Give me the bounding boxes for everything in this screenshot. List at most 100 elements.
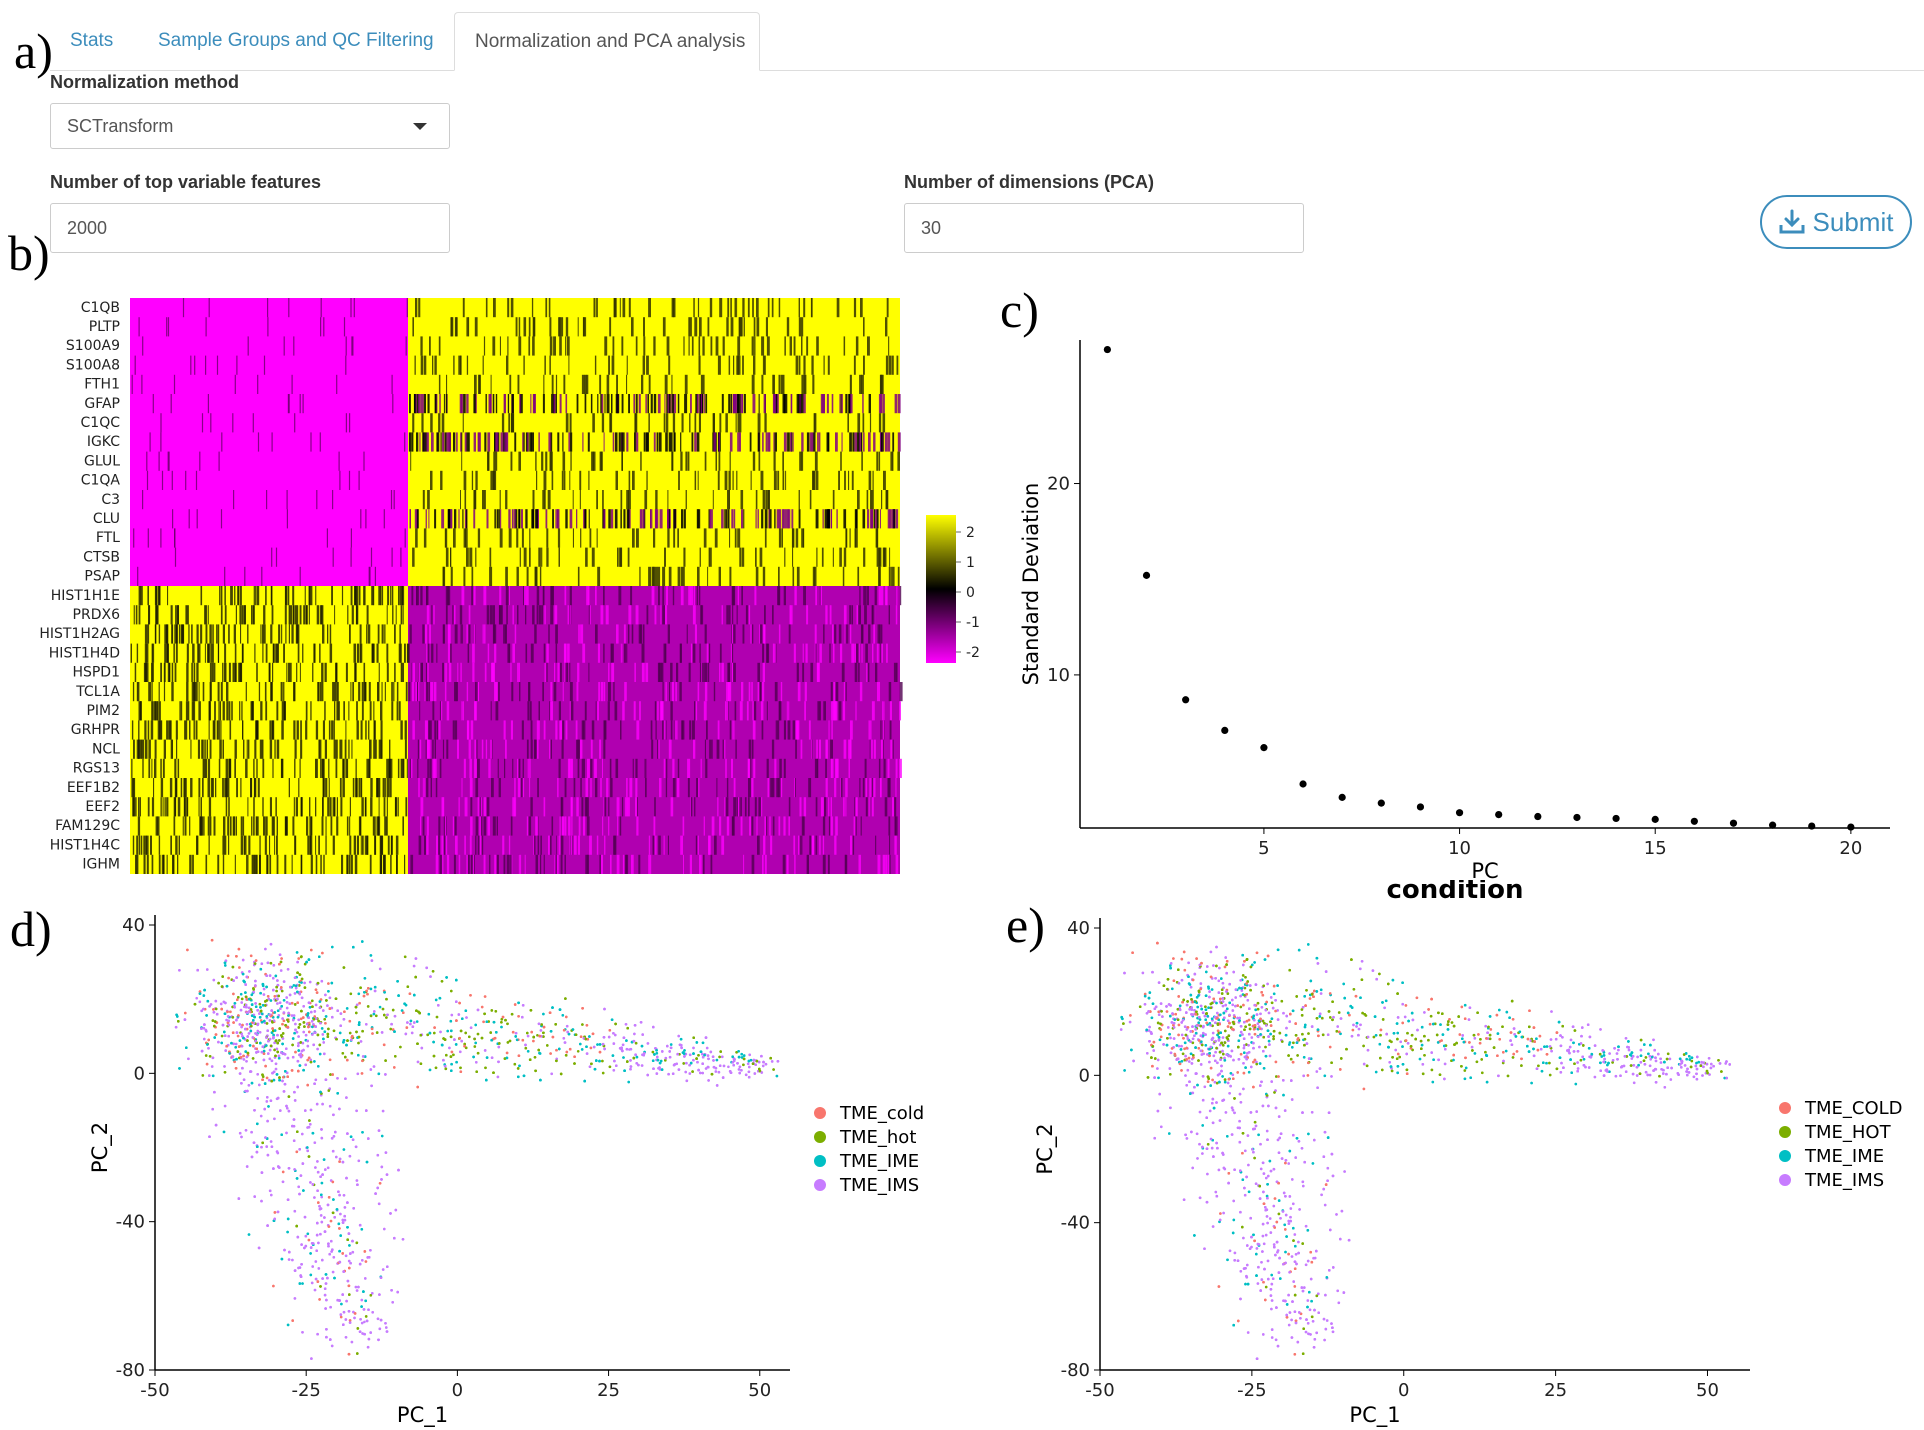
heatmap-stripe	[224, 662, 227, 682]
heatmap-stripe	[788, 624, 791, 644]
heatmap-stripe	[185, 470, 187, 490]
heatmap-stripe	[854, 528, 857, 548]
heatmap-stripe	[600, 778, 602, 798]
heatmap-stripe	[364, 586, 366, 606]
heatmap-stripe	[681, 413, 684, 433]
heatmap-stripe	[529, 778, 531, 798]
heatmap-stripe	[467, 643, 470, 663]
heatmap-stripe	[426, 739, 430, 759]
heatmap-stripe	[321, 605, 324, 625]
heatmap-stripe	[167, 586, 169, 606]
heatmap-stripe	[489, 547, 492, 567]
tab-normalization-pca[interactable]: Normalization and PCA analysis	[454, 12, 760, 71]
heatmap-stripe	[894, 816, 896, 836]
heatmap-stripe	[613, 298, 617, 318]
heatmap-stripe	[419, 701, 421, 721]
heatmap-stripe	[768, 509, 772, 529]
heatmap-stripe	[402, 586, 405, 606]
heatmap-stripe	[768, 432, 770, 452]
tab-sample-groups[interactable]: Sample Groups and QC Filtering	[158, 30, 434, 51]
heatmap-stripe	[453, 355, 455, 375]
heatmap-stripe	[182, 816, 184, 836]
heatmap-stripe	[803, 298, 806, 318]
heatmap-stripe	[518, 758, 521, 778]
heatmap-stripe	[422, 778, 426, 798]
heatmap-stripe	[309, 797, 311, 817]
heatmap-stripe	[839, 547, 842, 567]
heatmap-stripe	[510, 451, 513, 471]
heatmap-stripe	[470, 720, 474, 740]
heatmap-stripe	[605, 605, 609, 625]
heatmap-stripe	[815, 470, 819, 490]
heatmap-stripe	[288, 298, 290, 318]
heatmap-stripe	[530, 720, 533, 740]
heatmap-stripe	[201, 413, 204, 433]
heatmap-stripe	[536, 470, 538, 490]
heatmap-stripe	[454, 509, 457, 529]
heatmap-stripe	[468, 605, 471, 625]
heatmap-stripe	[684, 374, 688, 394]
heatmap-stripe	[888, 816, 891, 836]
heatmap-stripe	[634, 413, 637, 433]
heatmap-stripe	[239, 605, 242, 625]
heatmap-stripe	[823, 624, 825, 644]
heatmap-stripe	[796, 566, 800, 586]
heatmap-stripe	[635, 778, 638, 798]
heatmap-stripe	[264, 682, 267, 702]
normalization-method-select[interactable]: SCTransform	[50, 103, 450, 149]
heatmap-stripe	[368, 682, 371, 702]
heatmap-stripe	[698, 355, 701, 375]
heatmap-stripe	[830, 816, 833, 836]
heatmap-stripe	[505, 566, 508, 586]
heatmap-stripe	[253, 816, 255, 836]
heatmap-stripe	[811, 835, 814, 855]
heatmap-stripe	[504, 432, 508, 452]
top-features-input[interactable]: 2000	[50, 203, 450, 253]
heatmap-stripe	[189, 720, 191, 740]
heatmap-stripe	[658, 835, 661, 855]
heatmap-stripe	[188, 509, 190, 529]
heatmap-stripe	[470, 854, 474, 874]
heatmap-stripe	[491, 778, 494, 798]
submit-button[interactable]: Submit	[1760, 195, 1912, 249]
legend-tick-label: -1	[966, 615, 980, 631]
heatmap-stripe	[150, 720, 154, 740]
heatmap-stripe	[332, 490, 334, 510]
heatmap-stripe	[346, 816, 349, 836]
heatmap-stripe	[552, 509, 554, 529]
heatmap-stripe	[386, 758, 389, 778]
heatmap-stripe	[693, 298, 695, 318]
heatmap-stripe	[390, 758, 393, 778]
heatmap-stripe	[572, 490, 574, 510]
heatmap-stripe	[473, 394, 476, 414]
heatmap-stripe	[606, 374, 610, 394]
heatmap-stripe	[582, 432, 584, 452]
heatmap-stripe	[646, 432, 649, 452]
heatmap-stripe	[741, 682, 744, 702]
heatmap-stripe	[725, 413, 728, 433]
heatmap-stripe	[555, 643, 558, 663]
pca-dimensions-input[interactable]: 30	[904, 203, 1304, 253]
heatmap-stripe	[335, 758, 338, 778]
heatmap-stripe	[292, 586, 295, 606]
heatmap-stripe	[830, 682, 834, 702]
heatmap-stripe	[767, 298, 770, 318]
heatmap-stripe	[772, 374, 775, 394]
heatmap-stripe	[154, 758, 157, 778]
heatmap-stripe	[692, 720, 695, 740]
heatmap-stripe	[895, 854, 899, 874]
heatmap-stripe	[892, 509, 895, 529]
heatmap-stripe	[396, 682, 399, 702]
tab-stats[interactable]: Stats	[70, 30, 114, 51]
heatmap-stripe	[240, 835, 243, 855]
heatmap-stripe	[543, 643, 546, 663]
heatmap-stripe	[624, 854, 628, 874]
heatmap-stripe	[683, 336, 685, 356]
heatmap-stripe	[493, 298, 496, 318]
heatmap-stripe	[300, 854, 303, 874]
heatmap-stripe	[373, 720, 375, 740]
heatmap-stripe	[540, 835, 542, 855]
heatmap-stripe	[671, 451, 673, 471]
heatmap-stripe	[394, 624, 396, 644]
heatmap-stripe	[136, 835, 138, 855]
